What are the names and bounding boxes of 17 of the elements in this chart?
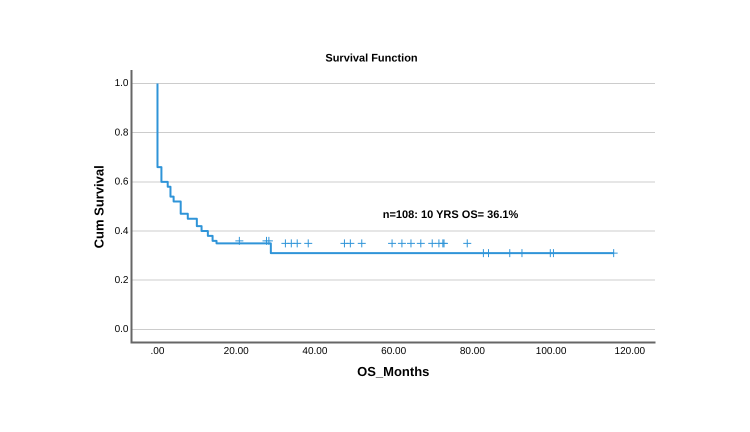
y-tick-label: 0.0 — [114, 324, 129, 336]
x-tick-label: 20.00 — [224, 346, 250, 358]
y-tick-label: 0.2 — [114, 274, 129, 286]
y-tick-label: 0.6 — [114, 176, 129, 188]
x-tick-label: .00 — [150, 346, 165, 358]
x-tick-label: 40.00 — [302, 346, 328, 358]
x-tick-label: 120.00 — [614, 346, 646, 358]
y-tick-label: 0.4 — [114, 226, 129, 237]
x-tick-label: 80.00 — [460, 346, 486, 358]
chart-title: Survival Function — [325, 52, 418, 65]
x-tick-label: 60.00 — [381, 346, 407, 358]
y-tick-label: 0.8 — [114, 127, 129, 138]
y-axis-title: Cum Survival — [91, 165, 106, 248]
x-tick-label: 100.00 — [536, 346, 567, 358]
annotation: n=108: 10 YRS OS= 36.1% — [382, 208, 519, 221]
x-axis-title: OS_Months — [357, 364, 430, 379]
y-tick-label: 1.0 — [114, 78, 129, 90]
